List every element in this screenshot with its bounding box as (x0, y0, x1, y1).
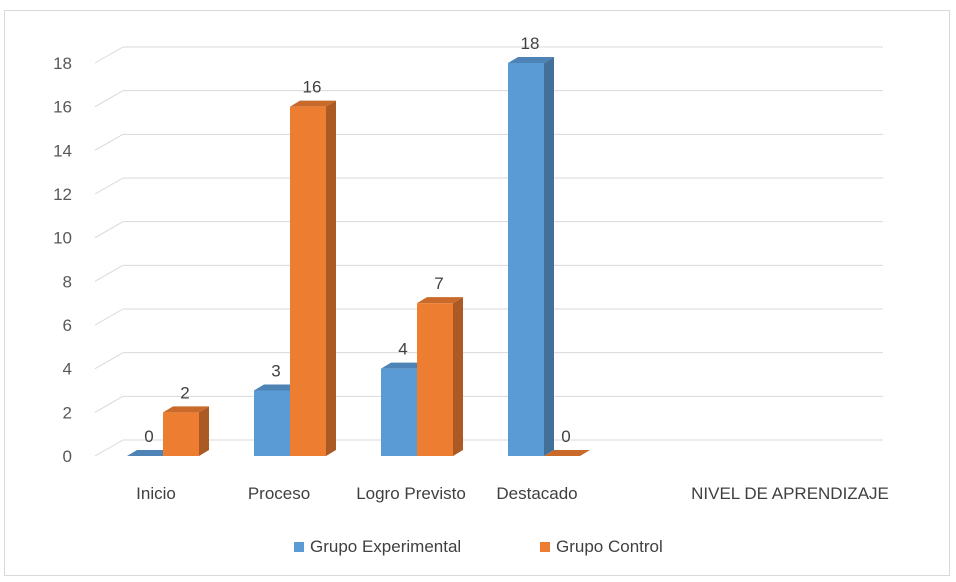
bars (127, 57, 590, 457)
data-label: 0 (561, 427, 570, 446)
bar-top (163, 406, 209, 413)
gridline-depth (94, 439, 124, 457)
gridline-depth (94, 264, 124, 282)
y-tick-label: 18 (53, 54, 72, 73)
x-tick-label: Inicio (136, 484, 176, 503)
x-axis: NIVEL DE APRENDIZAJE Inicio Proceso Logro … (136, 484, 889, 503)
bar-top (254, 384, 300, 391)
y-tick-label: 0 (63, 447, 72, 466)
data-label: 16 (303, 78, 322, 97)
bar-top (290, 100, 336, 107)
gridlines (94, 46, 883, 457)
bar-front (254, 390, 290, 456)
bar-side (544, 57, 554, 456)
y-tick-label: 6 (63, 316, 72, 335)
data-label: 4 (398, 340, 407, 359)
bar-side (199, 406, 209, 456)
x-tick-label: Proceso (248, 484, 310, 503)
y-tick-label: 8 (63, 272, 72, 291)
bar-top (127, 450, 173, 456)
gridline-depth (94, 46, 124, 64)
legend: Grupo Experimental Grupo Control (294, 537, 663, 556)
y-axis: 0 2 4 6 8 10 12 14 16 18 (53, 54, 72, 466)
data-label: 7 (434, 274, 443, 293)
bar-side (453, 297, 463, 456)
bar-front (290, 106, 326, 457)
gridline-depth (94, 177, 124, 195)
bar-front (417, 303, 453, 456)
x-axis-title: NIVEL DE APRENDIZAJE (691, 484, 889, 503)
y-tick-label: 2 (63, 403, 72, 422)
bar-top (508, 57, 554, 63)
bar-top (381, 362, 427, 369)
gridline-depth (94, 308, 124, 326)
legend-swatch (540, 542, 550, 552)
bar-top (417, 297, 463, 304)
bar-front (381, 368, 417, 456)
x-tick-label: Logro Previsto (356, 484, 466, 503)
bar-top (544, 450, 590, 456)
gridline-depth (94, 221, 124, 239)
chart-frame (4, 10, 950, 576)
data-label: 3 (271, 362, 280, 381)
y-tick-label: 14 (53, 141, 72, 160)
bar-side (326, 100, 336, 457)
data-label: 0 (144, 427, 153, 446)
data-label: 18 (521, 34, 540, 53)
gridline-depth (94, 352, 124, 370)
y-tick-label: 10 (53, 229, 72, 248)
gridline-depth (94, 90, 124, 108)
bar-front (508, 63, 544, 456)
legend-swatch (294, 542, 304, 552)
gridline-depth (94, 133, 124, 151)
legend-label: Grupo Experimental (310, 537, 461, 556)
x-tick-label: Destacado (496, 484, 577, 503)
y-tick-label: 12 (53, 185, 72, 204)
data-label: 2 (180, 383, 189, 402)
legend-label: Grupo Control (556, 537, 663, 556)
data-labels: 0 2 3 16 4 7 18 0 (144, 34, 570, 446)
bar-front (163, 412, 199, 456)
gridline-depth (94, 395, 124, 413)
y-tick-label: 16 (53, 98, 72, 117)
y-tick-label: 4 (63, 360, 72, 379)
